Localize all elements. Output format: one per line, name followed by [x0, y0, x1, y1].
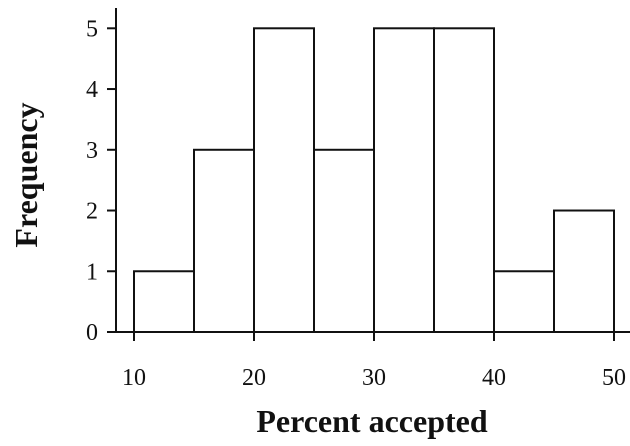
- y-tick-label-3: 3: [86, 138, 98, 164]
- x-tick-label-50: 50: [602, 365, 626, 391]
- y-tick-label-4: 4: [86, 77, 98, 103]
- histogram-bar-35-40: [433, 27, 495, 334]
- bars-group: [133, 27, 615, 334]
- x-tick-label-10: 10: [122, 365, 146, 391]
- y-ticks-group: 0 1 2 3 4 5: [86, 16, 116, 346]
- y-tick-label-2: 2: [86, 199, 98, 225]
- x-tick-label-20: 20: [242, 365, 266, 391]
- histogram-bar-20-25: [253, 27, 315, 334]
- histogram-bar-25-30: [313, 148, 375, 333]
- y-axis-title: Frequency: [8, 102, 44, 247]
- x-axis-title: Percent accepted: [256, 403, 488, 439]
- y-tick-label-0: 0: [86, 320, 98, 346]
- histogram-bar-15-20: [193, 148, 255, 333]
- x-tick-label-30: 30: [362, 365, 386, 391]
- histogram-bar-40-45: [493, 270, 555, 333]
- y-tick-label-1: 1: [86, 259, 98, 285]
- x-tick-label-40: 40: [482, 365, 506, 391]
- histogram-bar-30-35: [373, 27, 435, 334]
- histogram-bar-45-50: [553, 209, 615, 334]
- x-ticks-group: 10 20 30 40 50: [122, 332, 626, 391]
- y-tick-label-5: 5: [86, 16, 98, 42]
- histogram-bar-10-15: [133, 270, 195, 333]
